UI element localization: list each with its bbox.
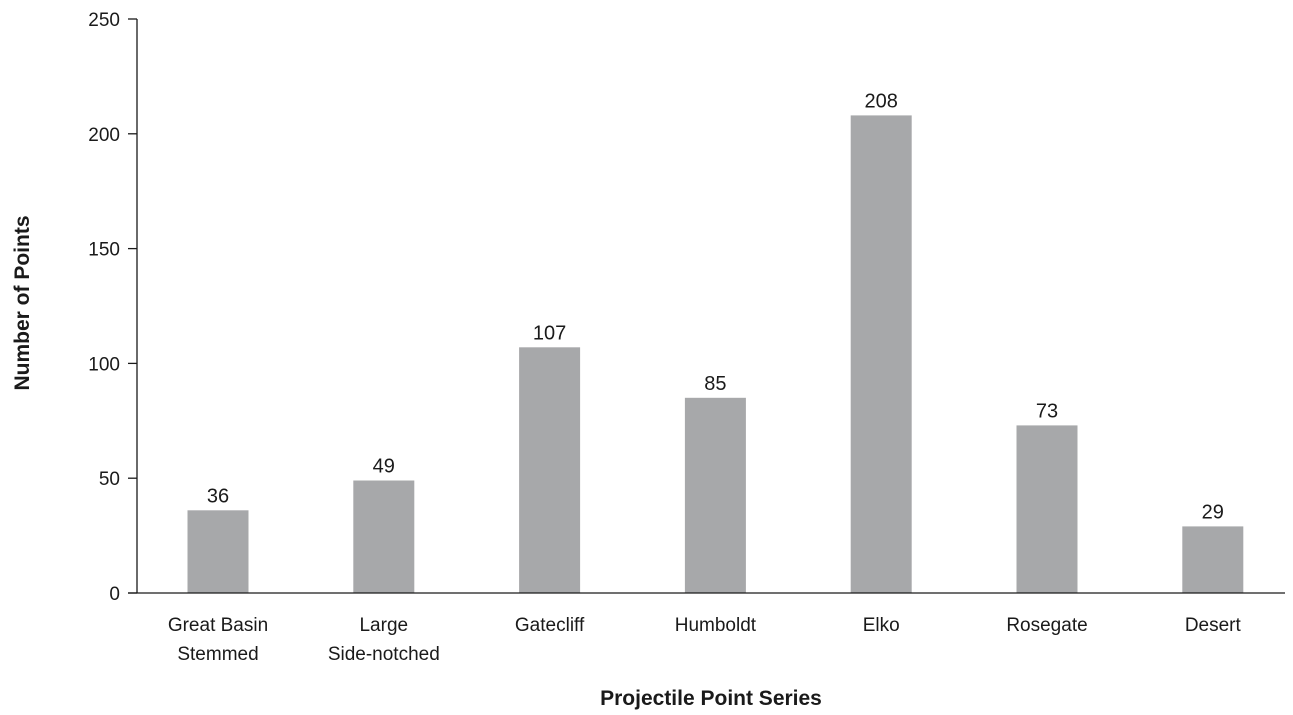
x-tick-label-2: Gatecliff (515, 615, 585, 636)
y-tick-label-3: 150 (88, 240, 120, 261)
x-tick-label-3: Humboldt (675, 615, 757, 636)
y-tick-label-2: 100 (88, 354, 120, 375)
x-tick-label-1-line-0: Large (359, 615, 408, 636)
data-labels: 36 49 107 85 208 73 29 (207, 90, 1224, 523)
bar-5 (1016, 425, 1078, 593)
data-label-3: 85 (704, 373, 726, 395)
x-axis-ticks: Great Basin Stemmed Large Side-notched Gatec… (168, 615, 1242, 665)
data-label-1: 49 (373, 456, 395, 478)
y-tick-label-5: 250 (88, 10, 120, 31)
data-label-6: 29 (1202, 501, 1224, 523)
x-axis-title: Projectile Point Series (600, 687, 822, 710)
data-label-5: 73 (1036, 400, 1058, 422)
data-label-0: 36 (207, 485, 229, 507)
bar-2 (519, 347, 581, 593)
bar-3 (684, 397, 746, 593)
x-tick-label-1-line-1: Side-notched (328, 644, 440, 665)
y-tick-label-1: 50 (99, 469, 120, 490)
bar-6 (1182, 526, 1244, 593)
x-tick-label-0-line-1: Stemmed (177, 644, 258, 665)
y-axis-title: Number of Points (11, 215, 34, 390)
x-tick-label-5: Rosegate (1006, 615, 1087, 636)
data-label-4: 208 (865, 90, 898, 112)
bar-1 (353, 480, 415, 593)
bar-4 (850, 115, 912, 594)
x-tick-label-4: Elko (863, 615, 900, 636)
x-tick-label-0-line-0: Great Basin (168, 615, 268, 636)
y-tick-label-0: 0 (109, 584, 120, 605)
bars (187, 115, 1244, 594)
y-tick-label-4: 200 (88, 125, 120, 146)
data-label-2: 107 (533, 322, 566, 344)
bar-0 (187, 510, 249, 593)
x-tick-label-6: Desert (1185, 615, 1242, 636)
axes (128, 19, 1285, 594)
y-axis-ticks: 0 50 100 150 200 250 (88, 10, 137, 605)
